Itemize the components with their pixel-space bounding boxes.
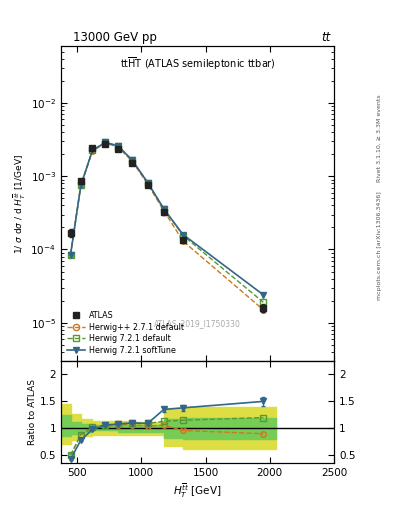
Text: 13000 GeV pp: 13000 GeV pp (73, 31, 156, 44)
X-axis label: $H_T^{\overline{t}t}$ [GeV]: $H_T^{\overline{t}t}$ [GeV] (173, 481, 222, 500)
Text: mcplots.cern.ch [arXiv:1306.3436]: mcplots.cern.ch [arXiv:1306.3436] (377, 191, 382, 300)
Legend: ATLAS, Herwig++ 2.7.1 default, Herwig 7.2.1 default, Herwig 7.2.1 softTune: ATLAS, Herwig++ 2.7.1 default, Herwig 7.… (65, 309, 187, 357)
Y-axis label: 1/ $\sigma$ d$\sigma$ / d $H_T^{\overline{t}t}$ [1/GeV]: 1/ $\sigma$ d$\sigma$ / d $H_T^{\overlin… (11, 154, 28, 253)
Text: ATLAS_2019_I1750330: ATLAS_2019_I1750330 (154, 318, 241, 328)
Text: Rivet 3.1.10, ≥ 3.3M events: Rivet 3.1.10, ≥ 3.3M events (377, 94, 382, 182)
Y-axis label: Ratio to ATLAS: Ratio to ATLAS (28, 379, 37, 445)
Text: tt: tt (321, 31, 330, 44)
Text: tt$\overline{\mathrm{H}}$T (ATLAS semileptonic ttbar): tt$\overline{\mathrm{H}}$T (ATLAS semile… (119, 55, 275, 72)
